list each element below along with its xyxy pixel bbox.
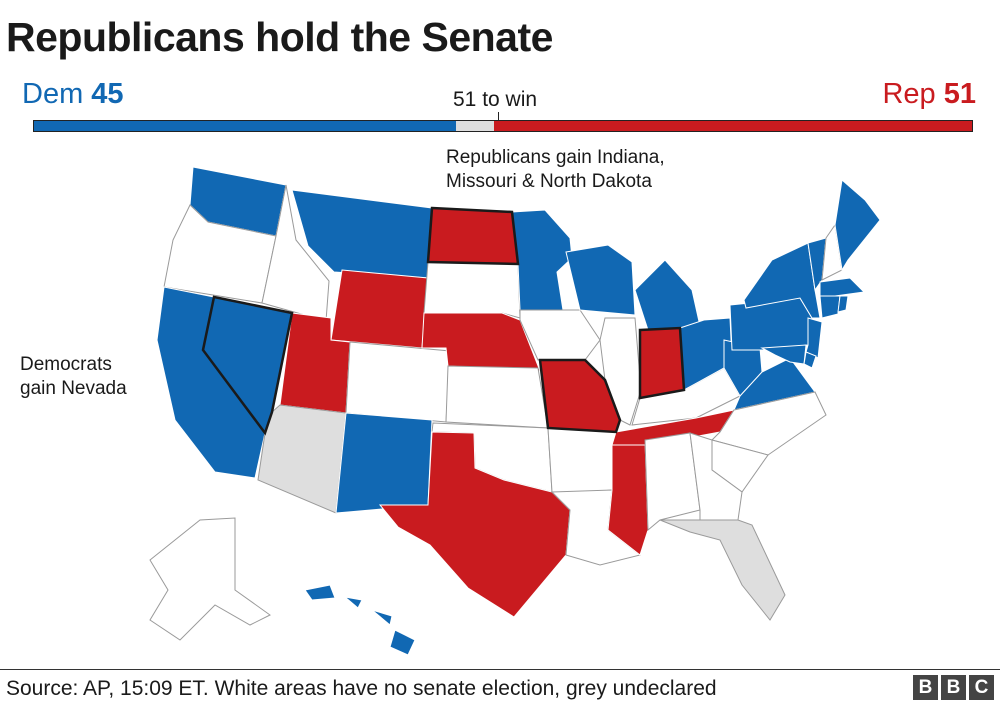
seat-bar (33, 120, 973, 132)
state-il (599, 317, 642, 426)
gain-outline-in (638, 326, 686, 400)
state-az (257, 404, 347, 514)
state-ny (743, 242, 821, 319)
state-de (803, 351, 817, 369)
state-tx (378, 431, 571, 618)
seat-bar-dem (34, 121, 457, 131)
source-note: Source: AP, 15:09 ET. White areas have n… (6, 677, 717, 700)
state-al (644, 432, 701, 532)
gain-outline-nd (426, 206, 520, 266)
state-ks (445, 365, 549, 429)
state-ma (819, 277, 866, 297)
state-pa (729, 297, 813, 351)
gain-outline-nv (201, 295, 294, 436)
dem-seats: 45 (91, 78, 124, 110)
state-nd (427, 207, 519, 265)
footer: Source: AP, 15:09 ET. White areas have n… (0, 669, 1000, 704)
bbc-logo-letter: B (941, 675, 966, 700)
state-mn (511, 209, 573, 311)
state-md (760, 344, 807, 365)
state-in (639, 327, 685, 399)
state-nm (335, 412, 433, 514)
state-ak (149, 517, 271, 641)
rep-seats: 51 (943, 78, 976, 110)
state-me (834, 179, 881, 272)
bbc-logo-letter: C (969, 675, 994, 700)
states-layer (149, 166, 881, 656)
democrat-gains-note: Democrats gain Nevada (20, 354, 127, 399)
state-ga (689, 432, 743, 521)
republican-gains-note: Republicans gain Indiana, Missouri & Nor… (446, 147, 665, 192)
chart-title: Republicans hold the Senate (6, 14, 553, 60)
state-wy (330, 269, 429, 349)
state-ar (547, 427, 617, 496)
state-va (733, 357, 816, 411)
seat-bar-undeclared (456, 121, 494, 131)
majority-tick (498, 112, 499, 121)
state-nj (805, 317, 823, 359)
state-fl (659, 519, 786, 621)
state-ri (837, 295, 849, 313)
gain-outline-mo (538, 358, 622, 434)
dem-label: Dem (22, 78, 84, 110)
seat-bar-rep (493, 121, 972, 131)
state-wi (565, 244, 636, 316)
rep-label: Rep (882, 78, 936, 110)
state-ct (819, 295, 841, 319)
bbc-logo: B B C (913, 675, 994, 700)
dem-tally: Dem 45 (22, 78, 124, 111)
state-co (345, 341, 451, 423)
rep-tally: Rep 51 (882, 78, 976, 111)
bbc-logo-letter: B (913, 675, 938, 700)
state-hi (304, 584, 416, 656)
state-sd (423, 261, 521, 319)
state-mi (634, 259, 701, 331)
majority-threshold-label: 51 to win (453, 88, 538, 111)
